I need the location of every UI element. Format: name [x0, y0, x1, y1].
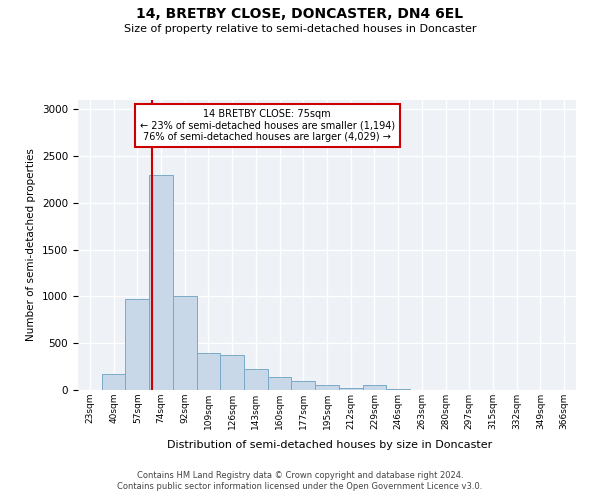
Text: Size of property relative to semi-detached houses in Doncaster: Size of property relative to semi-detach… — [124, 24, 476, 34]
Text: Distribution of semi-detached houses by size in Doncaster: Distribution of semi-detached houses by … — [167, 440, 493, 450]
Bar — [149, 175, 173, 390]
Bar — [362, 386, 386, 390]
Bar — [173, 296, 197, 390]
Bar — [102, 374, 125, 390]
Text: Contains public sector information licensed under the Open Government Licence v3: Contains public sector information licen… — [118, 482, 482, 491]
Bar — [386, 389, 410, 390]
Text: 14 BRETBY CLOSE: 75sqm
← 23% of semi-detached houses are smaller (1,194)
76% of : 14 BRETBY CLOSE: 75sqm ← 23% of semi-det… — [140, 108, 395, 142]
Y-axis label: Number of semi-detached properties: Number of semi-detached properties — [26, 148, 37, 342]
Bar — [268, 377, 292, 390]
Text: Contains HM Land Registry data © Crown copyright and database right 2024.: Contains HM Land Registry data © Crown c… — [137, 470, 463, 480]
Bar — [315, 386, 339, 390]
Bar — [244, 369, 268, 390]
Bar — [220, 355, 244, 390]
Text: 14, BRETBY CLOSE, DONCASTER, DN4 6EL: 14, BRETBY CLOSE, DONCASTER, DN4 6EL — [136, 6, 464, 20]
Bar — [125, 299, 149, 390]
Bar — [292, 380, 315, 390]
Bar — [339, 388, 362, 390]
Bar — [197, 352, 220, 390]
